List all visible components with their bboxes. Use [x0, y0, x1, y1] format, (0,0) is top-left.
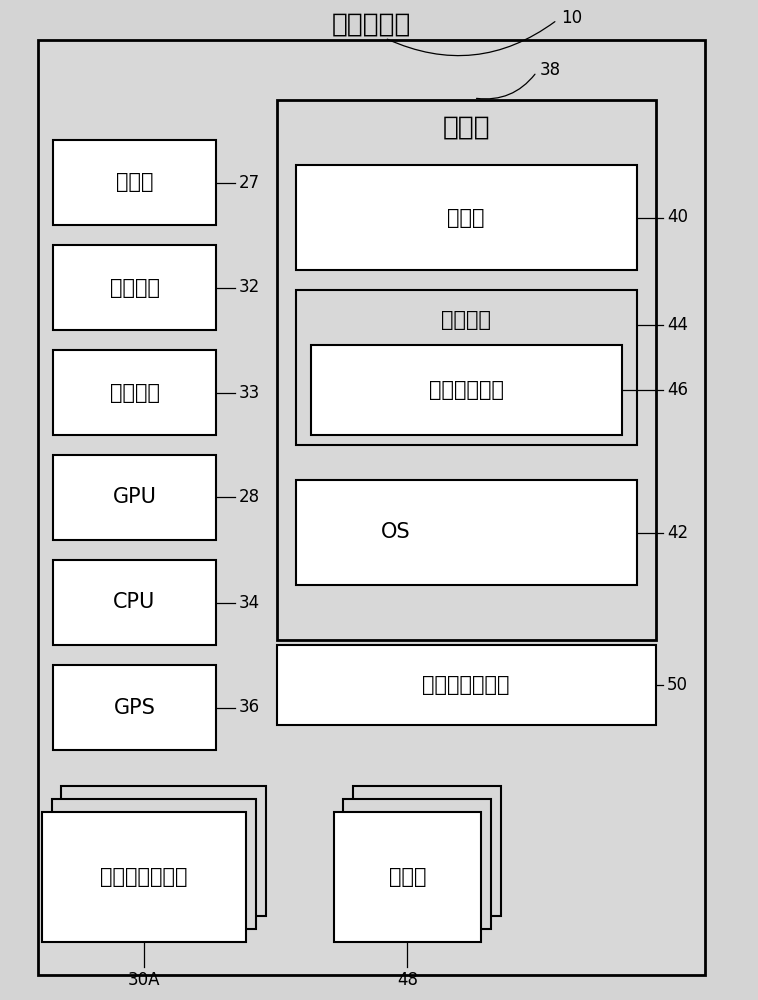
Text: 28: 28 [239, 488, 260, 506]
FancyArrowPatch shape [477, 74, 535, 99]
Text: 10: 10 [561, 9, 582, 27]
Bar [53, 350, 216, 435]
Text: OS: OS [381, 522, 411, 542]
Bar [53, 140, 216, 225]
Text: GPU: GPU [112, 488, 157, 507]
Text: 27: 27 [239, 174, 260, 192]
Text: 显示器: 显示器 [116, 172, 153, 192]
FancyArrowPatch shape [387, 22, 555, 56]
Text: 存储器: 存储器 [443, 115, 490, 141]
Text: GPS: GPS [114, 698, 155, 718]
Text: 便携式装置: 便携式装置 [332, 12, 411, 38]
Text: 48: 48 [397, 971, 418, 989]
Bar [53, 245, 216, 330]
Bar [38, 40, 705, 975]
Bar [53, 665, 216, 750]
Text: 音频输入: 音频输入 [110, 277, 159, 298]
Text: 40: 40 [667, 209, 688, 227]
Text: 32: 32 [239, 278, 260, 296]
Bar [296, 165, 637, 270]
Bar [311, 345, 622, 435]
Text: 短距离通信单元: 短距离通信单元 [100, 867, 188, 887]
Text: CPU: CPU [114, 592, 155, 612]
Text: 速度报告单元: 速度报告单元 [429, 380, 503, 400]
Text: 34: 34 [239, 594, 260, 612]
Bar [53, 560, 216, 645]
Bar [52, 799, 256, 929]
Bar [353, 786, 501, 916]
Text: 42: 42 [667, 524, 688, 542]
Bar [334, 812, 481, 942]
Text: 地图绘制: 地图绘制 [441, 310, 491, 330]
Text: 联系人: 联系人 [447, 208, 485, 228]
Text: 传感器: 传感器 [389, 867, 426, 887]
Text: 音频输出: 音频输出 [110, 383, 159, 403]
Bar [53, 455, 216, 540]
Bar [343, 799, 491, 929]
Text: 46: 46 [667, 381, 688, 399]
Text: 蜂窝式通信单元: 蜂窝式通信单元 [422, 675, 510, 695]
Text: 36: 36 [239, 698, 260, 716]
Bar [277, 100, 656, 640]
Text: 33: 33 [239, 384, 260, 402]
Bar [277, 645, 656, 725]
Bar [296, 290, 637, 445]
Text: 30A: 30A [128, 971, 160, 989]
Text: 38: 38 [540, 61, 561, 79]
Bar [61, 786, 266, 916]
Bar [296, 480, 637, 585]
Bar [42, 812, 246, 942]
Text: 50: 50 [667, 676, 688, 694]
Text: 44: 44 [667, 316, 688, 334]
